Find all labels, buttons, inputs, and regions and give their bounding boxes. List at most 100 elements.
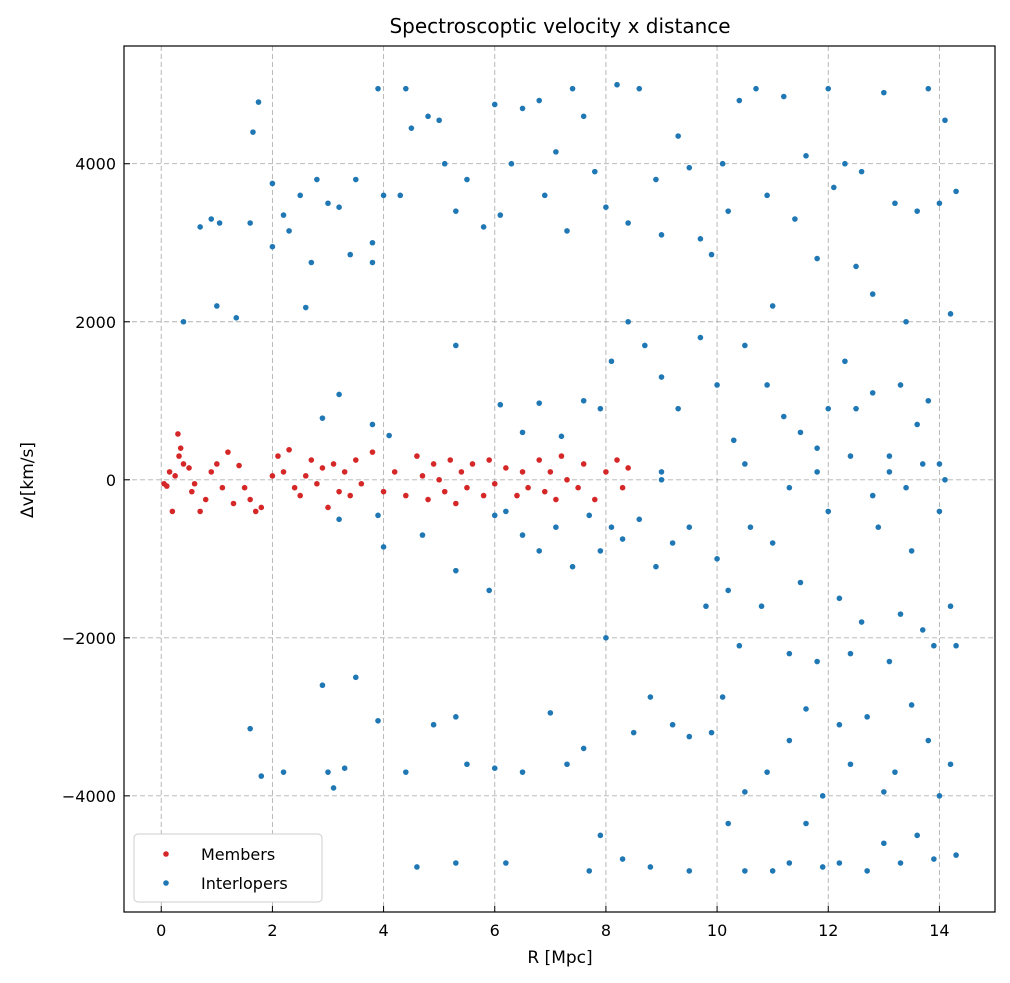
member-point (486, 457, 492, 463)
member-point (558, 453, 565, 459)
interloper-point (453, 208, 459, 214)
member-point (541, 488, 548, 495)
member-point (177, 445, 184, 451)
interloper-point (725, 820, 731, 827)
interloper-point (614, 81, 620, 88)
member-point (225, 449, 231, 455)
interloper-point (914, 832, 920, 839)
interloper-point (925, 397, 932, 404)
interloper-point (375, 85, 381, 92)
x-tick-label: 10 (707, 921, 727, 940)
interloper-point (931, 856, 937, 862)
interloper-point (703, 603, 709, 610)
interloper-point (853, 405, 859, 412)
interloper-point (914, 421, 920, 428)
interloper-point (697, 235, 704, 242)
interloper-point (686, 868, 693, 874)
member-point (464, 484, 470, 491)
member-point (214, 461, 220, 467)
interloper-point (931, 642, 937, 649)
chart-title: Spectroscoptic velocity x distance (389, 14, 730, 38)
interloper-point (255, 99, 262, 105)
member-point (252, 508, 259, 515)
member-point (480, 492, 487, 499)
member-point (564, 476, 570, 483)
interloper-point (914, 208, 920, 214)
interloper-point (736, 642, 743, 649)
legend-label-members: Members (201, 845, 275, 864)
interloper-point (608, 524, 615, 530)
x-tick-label: 12 (818, 921, 838, 940)
legend-marker-members (163, 851, 169, 857)
interloper-point (825, 508, 832, 515)
interloper-point (803, 153, 809, 159)
interloper-point (580, 745, 587, 752)
interloper-point (553, 524, 559, 530)
interloper-point (747, 524, 754, 530)
interloper-point (569, 85, 576, 92)
interloper-point (375, 717, 381, 724)
interloper-point (258, 773, 265, 779)
interloper-point (658, 232, 665, 238)
interloper-point (658, 374, 665, 380)
interloper-point (897, 860, 904, 866)
interloper-point (408, 125, 415, 131)
interloper-point (825, 405, 832, 412)
interloper-point (336, 391, 342, 398)
interloper-point (925, 85, 932, 92)
interloper-point (436, 117, 442, 124)
interloper-point (842, 358, 848, 365)
interloper-point (636, 85, 643, 92)
interloper-point (497, 212, 504, 218)
interloper-point (847, 453, 854, 459)
interloper-point (947, 603, 954, 610)
interloper-point (847, 650, 854, 657)
interloper-point (786, 484, 793, 491)
member-point (189, 488, 195, 495)
interloper-point (352, 674, 359, 681)
interloper-point (491, 765, 498, 771)
interloper-point (269, 243, 276, 250)
interloper-point (669, 540, 676, 546)
member-point (308, 457, 315, 463)
member-point (191, 480, 198, 487)
interloper-point (302, 304, 309, 311)
member-point (280, 469, 287, 475)
member-point (441, 488, 448, 495)
interloper-point (352, 176, 359, 183)
interloper-point (647, 694, 654, 700)
interloper-point (233, 315, 240, 321)
interloper-point (491, 512, 498, 519)
member-point (447, 457, 454, 463)
interloper-point (742, 461, 748, 467)
y-tick-label: 2000 (75, 313, 116, 332)
interloper-point (675, 405, 681, 412)
interloper-point (764, 382, 770, 388)
interloper-point (797, 429, 804, 436)
member-point (176, 453, 182, 459)
interloper-point (486, 587, 492, 594)
plot-frame (123, 45, 996, 913)
member-point (163, 483, 170, 489)
interloper-point (503, 860, 509, 866)
member-point (336, 488, 342, 495)
interloper-point (653, 563, 659, 570)
member-point (208, 469, 215, 475)
ticks: 0 2 4 6 8 10 12 14 −4000 −2000 0 2000 4000 (62, 155, 950, 940)
interloper-point (453, 714, 459, 720)
interloper-point (936, 200, 943, 207)
interloper-point (247, 220, 253, 226)
interloper-point (625, 220, 631, 226)
member-point (414, 453, 420, 459)
interloper-point (831, 184, 837, 191)
interloper-point (836, 595, 843, 602)
member-point (458, 469, 465, 475)
member-point (469, 461, 476, 467)
interloper-point (564, 228, 570, 234)
interloper-point (619, 856, 626, 862)
member-point (297, 492, 304, 499)
member-point (380, 488, 387, 495)
interloper-point (881, 89, 887, 96)
interloper-point (819, 864, 826, 870)
